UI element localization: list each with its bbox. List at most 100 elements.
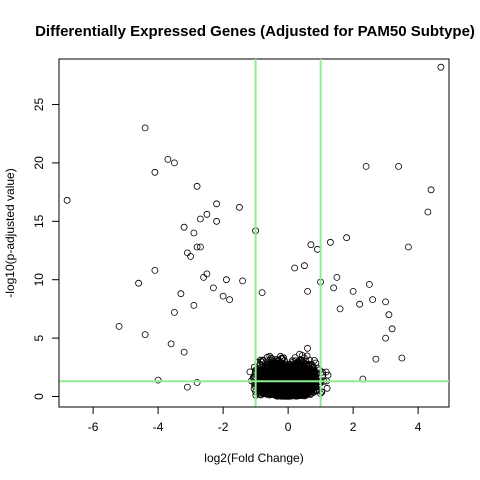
- data-point: [290, 386, 298, 394]
- data-point: [141, 331, 149, 339]
- data-point: [298, 356, 306, 364]
- data-point: [167, 340, 175, 348]
- data-point: [282, 371, 290, 379]
- data-point: [382, 298, 390, 306]
- data-point: [209, 284, 217, 292]
- data-point: [246, 368, 254, 376]
- data-point: [291, 264, 299, 272]
- data-point: [323, 384, 331, 392]
- data-point: [180, 223, 188, 231]
- y-tick-label: 10: [32, 273, 46, 287]
- data-point: [311, 371, 319, 379]
- data-point: [193, 182, 201, 190]
- x-tick-label: 2: [350, 420, 357, 434]
- data-point: [213, 217, 221, 225]
- data-point: [315, 366, 323, 374]
- data-point: [268, 364, 276, 371]
- data-point: [275, 369, 283, 377]
- data-point: [170, 159, 178, 167]
- x-tick-label: -2: [218, 420, 229, 434]
- data-point: [336, 305, 344, 313]
- data-point: [151, 168, 159, 176]
- data-point: [398, 354, 406, 362]
- data-point: [307, 241, 315, 249]
- data-point: [63, 196, 71, 204]
- data-point: [372, 355, 380, 363]
- data-point: [343, 234, 351, 242]
- data-point: [424, 208, 432, 216]
- data-point: [311, 383, 319, 391]
- data-point: [291, 391, 299, 399]
- data-point: [404, 243, 412, 251]
- data-point: [282, 387, 289, 395]
- data-point: [260, 373, 268, 381]
- data-point: [256, 356, 264, 364]
- data-point: [180, 348, 188, 356]
- data-point: [196, 243, 204, 251]
- data-point: [213, 200, 221, 208]
- data-point: [304, 287, 312, 295]
- data-point: [135, 279, 143, 287]
- data-point: [177, 290, 185, 298]
- data-point: [151, 266, 159, 274]
- data-point: [275, 361, 283, 369]
- y-tick-label: 5: [32, 334, 46, 341]
- data-point: [333, 273, 341, 281]
- data-point: [304, 344, 311, 352]
- x-tick-label: -6: [88, 420, 99, 434]
- data-point: [437, 63, 445, 71]
- data-point: [356, 300, 364, 308]
- data-point: [299, 369, 307, 377]
- data-point: [330, 284, 338, 292]
- data-point: [190, 229, 198, 237]
- data-point: [268, 355, 276, 363]
- data-point: [278, 388, 286, 396]
- data-point: [369, 296, 377, 304]
- data-point: [296, 376, 304, 384]
- data-point: [307, 391, 314, 399]
- data-point: [187, 252, 195, 260]
- data-point: [266, 386, 274, 394]
- data-point: [272, 376, 280, 383]
- data-point: [388, 325, 396, 333]
- data-point: [154, 376, 162, 384]
- data-point: [365, 280, 373, 288]
- data-point: [266, 391, 273, 399]
- data-point: [290, 371, 298, 379]
- data-point: [193, 243, 201, 251]
- chart-title: Differentially Expressed Genes (Adjusted…: [35, 23, 475, 40]
- x-tick-label: 0: [285, 420, 292, 434]
- data-point: [262, 363, 269, 371]
- data-point: [193, 379, 201, 386]
- data-point: [190, 301, 198, 309]
- data-point: [326, 238, 334, 246]
- y-axis-label: -log10(p-adjusted value): [3, 168, 17, 297]
- data-point: [263, 353, 271, 361]
- data-point: [256, 360, 264, 368]
- y-tick-label: 25: [32, 98, 46, 112]
- data-point: [322, 368, 330, 376]
- reference-lines: [59, 59, 449, 407]
- data-point: [302, 357, 310, 365]
- x-tick-label: 4: [415, 420, 422, 434]
- data-point: [280, 361, 287, 369]
- data-point: [292, 376, 300, 384]
- data-point: [306, 361, 314, 369]
- data-point: [307, 373, 315, 381]
- data-point: [312, 387, 320, 395]
- data-point: [296, 362, 304, 370]
- data-point: [362, 162, 370, 170]
- data-point: [427, 186, 435, 194]
- x-axis-label: log2(Fold Change): [204, 451, 303, 465]
- data-point: [270, 381, 278, 389]
- data-point: [300, 262, 308, 270]
- data-point: [296, 350, 304, 358]
- data-point: [183, 249, 191, 257]
- data-point: [115, 322, 123, 330]
- data-point: [183, 383, 191, 391]
- data-point: [200, 273, 208, 281]
- data-point: [284, 391, 292, 398]
- data-point: [258, 366, 266, 373]
- data-point: [290, 364, 298, 372]
